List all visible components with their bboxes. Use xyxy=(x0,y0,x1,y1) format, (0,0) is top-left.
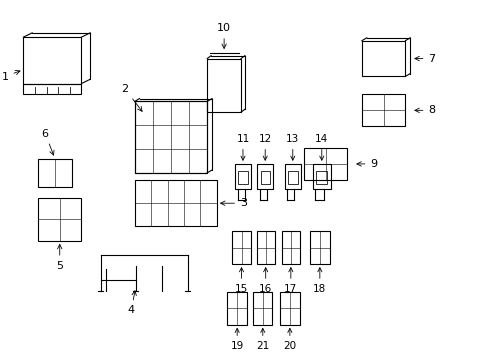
Bar xyxy=(361,94,405,126)
Text: 4: 4 xyxy=(127,291,136,315)
Bar xyxy=(38,158,72,187)
Bar xyxy=(287,171,297,184)
Bar xyxy=(279,292,300,325)
Bar xyxy=(23,37,81,84)
Text: 10: 10 xyxy=(217,23,231,48)
Bar xyxy=(238,171,247,184)
Bar xyxy=(38,198,81,241)
Text: 19: 19 xyxy=(230,328,244,351)
Bar xyxy=(227,292,246,325)
Bar xyxy=(303,148,346,180)
Bar xyxy=(309,231,329,264)
Text: 9: 9 xyxy=(356,159,377,169)
Text: 13: 13 xyxy=(285,134,299,160)
Text: 8: 8 xyxy=(414,105,435,115)
Bar xyxy=(284,164,301,189)
Text: 3: 3 xyxy=(220,198,246,208)
Text: 14: 14 xyxy=(314,134,328,160)
Bar xyxy=(134,102,207,173)
Text: 7: 7 xyxy=(414,54,435,64)
Bar xyxy=(260,171,269,184)
Text: 1: 1 xyxy=(1,71,20,82)
Text: 2: 2 xyxy=(121,84,142,111)
Text: 5: 5 xyxy=(56,244,63,271)
Bar xyxy=(361,41,405,76)
Bar xyxy=(316,171,326,184)
Bar xyxy=(134,180,216,226)
Text: 12: 12 xyxy=(258,134,271,160)
Text: 6: 6 xyxy=(41,129,54,155)
Text: 20: 20 xyxy=(283,328,296,351)
Text: 21: 21 xyxy=(256,328,269,351)
Bar xyxy=(207,59,241,112)
Bar xyxy=(253,292,272,325)
Bar xyxy=(235,164,250,189)
Bar xyxy=(23,84,81,94)
Bar xyxy=(281,231,300,264)
Text: 17: 17 xyxy=(284,267,297,294)
Bar xyxy=(134,102,207,173)
Bar xyxy=(257,164,272,189)
Text: 16: 16 xyxy=(259,267,272,294)
Bar xyxy=(232,231,250,264)
Bar xyxy=(312,164,330,189)
Text: 18: 18 xyxy=(313,267,326,294)
Text: 11: 11 xyxy=(236,134,249,160)
Bar xyxy=(256,231,274,264)
Text: 15: 15 xyxy=(234,267,247,294)
